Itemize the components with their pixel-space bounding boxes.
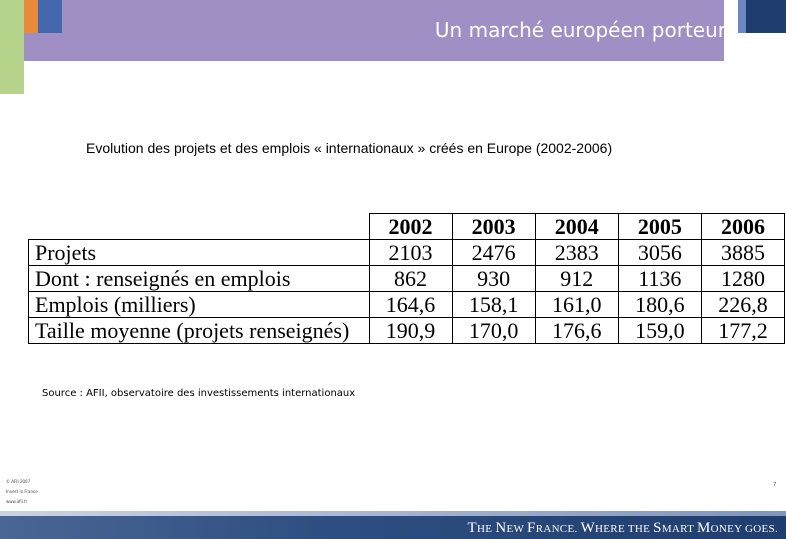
- table-cell: 2383: [534, 239, 619, 266]
- year-header: 2003: [451, 213, 536, 240]
- year-header: 2006: [700, 213, 786, 240]
- slogan-part: T: [467, 520, 477, 536]
- slogan-part: HERE THE: [595, 523, 654, 535]
- table-cell: 912: [534, 265, 619, 292]
- footer-fineprint: Invest in France: [6, 489, 38, 494]
- table-corner-cell: [28, 213, 370, 240]
- table-cell: 190,9: [368, 317, 453, 344]
- table-row: Emplois (milliers) 164,6 158,1 161,0 180…: [28, 291, 786, 318]
- footer-bar: THE NEW FRANCE. WHERE THE SMART MONEY GO…: [0, 516, 786, 539]
- footer-band: [0, 511, 786, 516]
- table-cell: 164,6: [368, 291, 453, 318]
- table-cell: 3885: [700, 239, 786, 266]
- slogan-part: W: [580, 520, 596, 536]
- table-cell: 1280: [700, 265, 786, 292]
- table-cell: 930: [451, 265, 536, 292]
- navy-accent-block: [746, 0, 786, 33]
- slogan-part: F: [527, 520, 536, 536]
- row-label: Emplois (milliers): [28, 291, 370, 318]
- footer-fineprint: www.afii.fr: [6, 499, 28, 504]
- footer-slogan: THE NEW FRANCE. WHERE THE SMART MONEY GO…: [468, 520, 778, 537]
- year-header: 2005: [617, 213, 702, 240]
- slide-title: Un marché européen porteur: [434, 18, 726, 42]
- source-note: Source : AFII, observatoire des investis…: [42, 388, 356, 399]
- table-cell: 862: [368, 265, 453, 292]
- year-header: 2004: [534, 213, 619, 240]
- table-row: Projets 2103 2476 2383 3056 3885: [28, 239, 786, 266]
- table-cell: 1136: [617, 265, 702, 292]
- slogan-part: S: [653, 520, 662, 536]
- footer-fineprint: © AFII 2007: [6, 479, 31, 484]
- year-header: 2002: [368, 213, 453, 240]
- orange-accent-block: [24, 0, 38, 33]
- data-table: 2002 2003 2004 2005 2006 Projets 2103 24…: [28, 213, 786, 344]
- row-label: Projets: [28, 239, 370, 266]
- table-subtitle: Evolution des projets et des emplois « i…: [86, 140, 613, 156]
- lightblue-accent-block: [738, 0, 746, 33]
- table-cell: 180,6: [617, 291, 702, 318]
- table-cell: 3056: [617, 239, 702, 266]
- title-bar: Un marché européen porteur: [0, 0, 726, 61]
- slogan-part: M: [696, 520, 711, 536]
- slogan-part: EW: [506, 523, 528, 535]
- row-label: Taille moyenne (projets renseignés): [28, 317, 370, 344]
- table-cell: 176,6: [534, 317, 619, 344]
- table-cell: 161,0: [534, 291, 619, 318]
- table-cell: 159,0: [617, 317, 702, 344]
- blue-accent-block: [38, 0, 62, 33]
- table-cell: 2103: [368, 239, 453, 266]
- row-label: Dont : renseignés en emplois: [28, 265, 370, 292]
- table-cell: 226,8: [700, 291, 786, 318]
- page-number: 7: [773, 482, 777, 488]
- table-row: Dont : renseignés en emplois 862 930 912…: [28, 265, 786, 292]
- table-cell: 170,0: [451, 317, 536, 344]
- slogan-part: N: [495, 520, 507, 536]
- slogan-part: RANCE.: [535, 523, 581, 535]
- green-accent-block: [0, 0, 24, 94]
- table-cell: 2476: [451, 239, 536, 266]
- slogan-part: MART: [661, 523, 697, 535]
- slogan-part: ONEY GOES.: [710, 523, 778, 535]
- table-cell: 177,2: [700, 317, 786, 344]
- table-row: Taille moyenne (projets renseignés) 190,…: [28, 317, 786, 344]
- table-cell: 158,1: [451, 291, 536, 318]
- slogan-part: HE: [477, 523, 496, 535]
- table-header-row: 2002 2003 2004 2005 2006: [28, 213, 786, 240]
